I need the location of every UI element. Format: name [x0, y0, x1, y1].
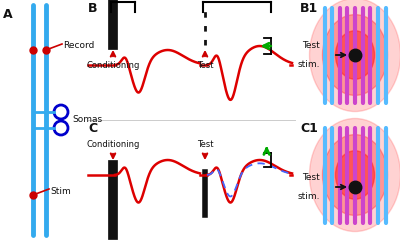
Text: B1: B1: [300, 2, 318, 15]
Text: B: B: [88, 2, 98, 15]
Text: C1: C1: [300, 122, 318, 135]
Text: Test: Test: [302, 173, 320, 182]
Ellipse shape: [336, 151, 374, 199]
Ellipse shape: [310, 119, 400, 232]
Ellipse shape: [310, 0, 400, 112]
Ellipse shape: [322, 15, 388, 95]
Text: Record: Record: [63, 42, 94, 50]
Text: Conditioning: Conditioning: [86, 61, 140, 70]
Text: Test: Test: [302, 41, 320, 50]
Text: C: C: [88, 122, 97, 135]
Ellipse shape: [336, 31, 374, 79]
Text: Test: Test: [197, 61, 213, 70]
Text: Somas: Somas: [72, 115, 102, 125]
Text: Conditioning: Conditioning: [86, 140, 140, 149]
Text: A: A: [3, 8, 13, 21]
Ellipse shape: [322, 135, 388, 215]
Text: Stim: Stim: [50, 186, 71, 196]
Text: Test: Test: [197, 140, 213, 149]
Text: stim.: stim.: [298, 192, 320, 201]
Text: stim.: stim.: [298, 60, 320, 69]
